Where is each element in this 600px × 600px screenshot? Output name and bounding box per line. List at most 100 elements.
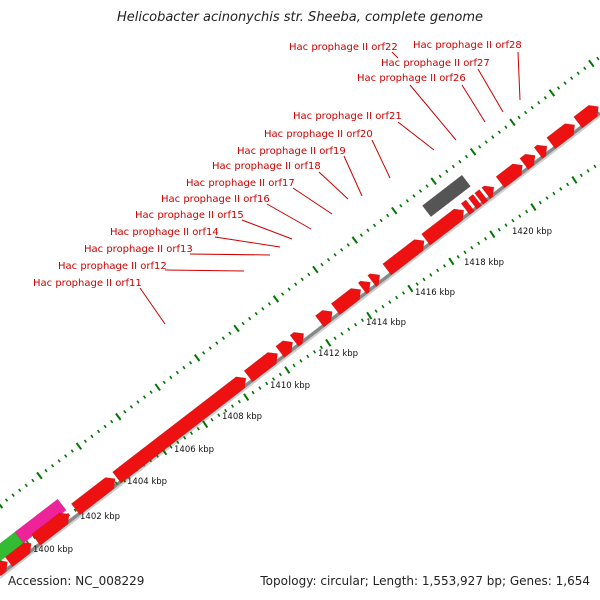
scale-label: 1414 kbp [366,318,406,328]
tick-mark [509,118,516,127]
feature-track [0,105,599,577]
tick-mark [593,164,597,169]
scale-label: 1402 kbp [80,512,120,522]
tick-mark [24,483,28,488]
leader-lines [139,51,521,325]
tick-mark [70,449,74,453]
tick-mark [18,488,22,493]
genome-summary-text: Topology: circular; Length: 1,553,927 bp… [260,574,590,588]
feature-label-orf20: Hac prophage II orf20 [264,129,373,140]
leader-line [391,51,399,59]
gene-feature [382,239,425,276]
tick-mark [230,404,235,408]
tick-mark [248,316,252,321]
tick-mark [182,365,186,370]
tick-mark [559,187,563,191]
leader-line [189,253,271,256]
accession-text: Accession: NC_008229 [8,574,145,588]
tick-mark [386,213,390,218]
feature-label-orf16: Hac prophage II orf16 [161,194,270,205]
tick-mark [566,182,570,187]
tick-mark [169,375,173,380]
tick-mark [254,311,258,316]
tick-mark [0,503,4,509]
tick-mark [442,264,447,268]
tick-mark [579,173,583,178]
tick-mark [188,360,193,365]
feature-label-orf17: Hac prophage II orf17 [186,178,295,189]
tick-mark [217,413,221,417]
tick-mark [4,498,9,502]
inner-tick-row [0,164,597,564]
map-title: Helicobacter acinonychis str. Sheeba, co… [116,10,483,25]
tick-mark [379,218,383,223]
tick-mark [548,89,556,97]
tick-mark [537,100,541,105]
tick-mark [530,203,537,211]
tick-mark [484,140,488,144]
feature-label-orf22: Hac prophage II orf22 [289,42,398,53]
leader-line [318,171,349,200]
tick-mark [241,321,245,326]
tick-mark [312,265,319,274]
gene-feature [289,331,305,347]
tick-mark [395,295,399,300]
tick-mark [511,218,515,223]
tick-mark [189,431,194,436]
leader-line [343,155,363,197]
tick-mark [340,331,344,336]
gene-feature [70,477,116,516]
tick-mark [571,176,578,184]
tick-mark [354,322,358,327]
tick-mark [287,287,291,291]
tick-mark [154,383,161,392]
tick-mark [545,196,549,200]
scale-label: 1420 kbp [512,227,552,237]
tick-mark [75,442,83,450]
gene-feature [112,376,247,484]
tick-mark [463,250,467,255]
tick-mark [596,56,600,61]
leader-line [461,84,486,123]
feature-labels: Hac prophage II orf11 Hac prophage II or… [33,40,522,289]
tick-mark [412,194,416,198]
gene-feature [314,310,333,328]
outer-tick-row [0,56,600,509]
feature-label-orf27: Hac prophage II orf27 [381,58,490,69]
leader-line [517,51,521,101]
tick-mark [237,399,241,404]
tick-mark [418,189,423,193]
tick-mark [11,493,15,497]
rrna-feature [14,498,67,544]
tick-mark [294,282,298,286]
tick-mark [149,390,153,394]
feature-label-orf26: Hac prophage II orf26 [357,73,466,84]
scale-label: 1412 kbp [318,349,358,359]
tick-mark [284,366,291,374]
tick-mark [381,304,385,309]
leader-line [214,236,281,248]
tick-mark [307,272,311,277]
feature-label-orf15: Hac prophage II orf15 [135,210,244,221]
tick-mark [340,248,344,252]
tick-mark [64,454,68,458]
gene-feature [243,352,278,383]
tick-mark [36,471,43,480]
gene-feature [367,273,381,287]
tick-mark [319,345,323,350]
tick-mark [438,174,442,179]
gene-feature [481,185,495,200]
tick-mark [374,309,378,313]
tick-mark [136,400,140,404]
tick-mark [576,71,580,76]
gene-feature [357,280,371,295]
tick-mark [258,386,262,390]
feature-label-orf14: Hac prophage II orf14 [110,227,219,238]
tick-mark [489,230,496,239]
tick-mark [114,481,118,485]
tick-mark [90,434,94,439]
tick-mark [347,327,351,332]
tick-mark [401,291,406,295]
tick-mark [50,463,55,468]
tick-mark [83,439,88,443]
